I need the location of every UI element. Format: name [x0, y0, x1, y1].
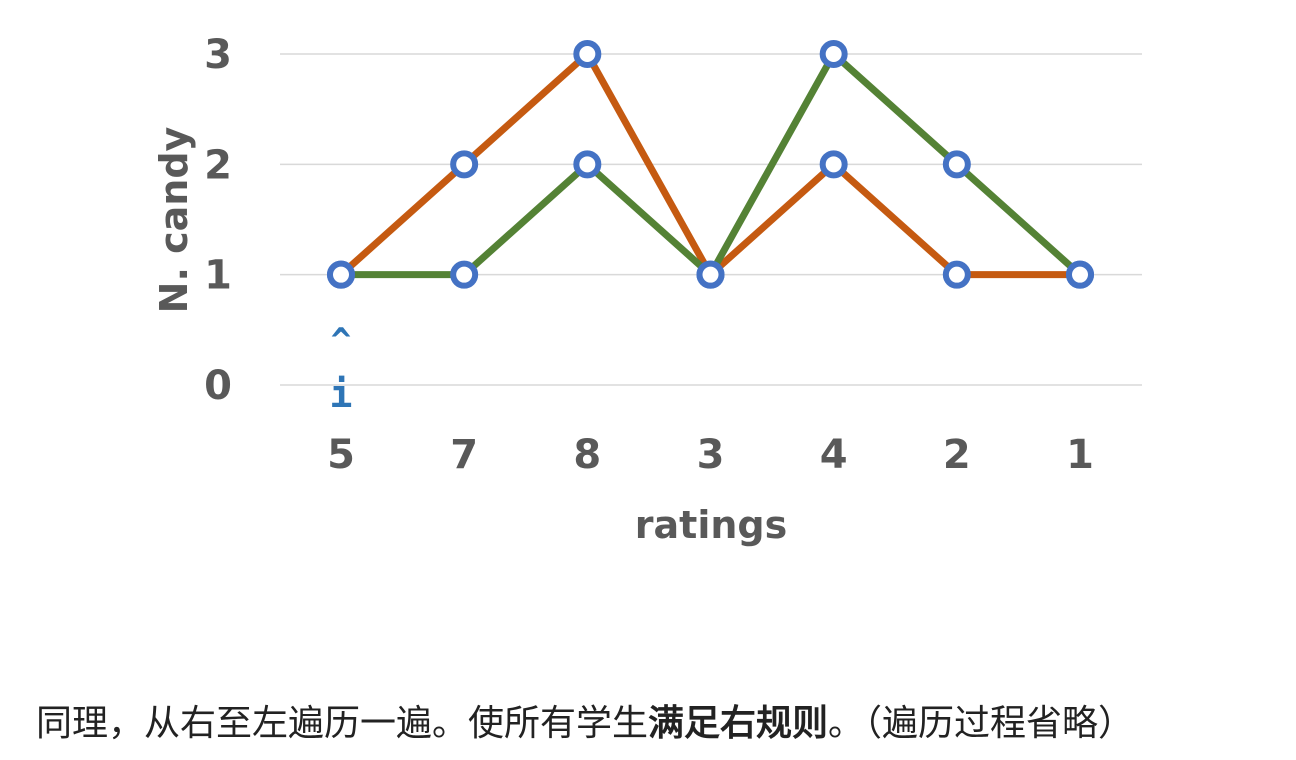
- x-tick-label: 1: [1066, 432, 1094, 478]
- caption-prefix: 同理，从右至左遍历一遍。使所有学生: [36, 703, 649, 744]
- data-point: [1066, 260, 1094, 289]
- x-axis-ticks: 5 7 8 3 4 2 1: [327, 432, 1094, 478]
- x-tick-label: 5: [327, 432, 355, 478]
- y-tick-label: 1: [204, 253, 232, 299]
- data-point: [450, 150, 479, 179]
- pointer-label: i: [330, 372, 353, 416]
- pointer-caret: ^: [331, 321, 351, 361]
- data-point: [450, 260, 479, 289]
- data-point: [819, 40, 848, 68]
- caption-suffix: 。（遍历过程省略）: [828, 703, 1135, 744]
- data-point: [942, 260, 971, 289]
- caption: 同理，从右至左遍历一遍。使所有学生满足右规则。（遍历过程省略）: [36, 694, 1134, 746]
- y-tick-label: 0: [204, 363, 232, 409]
- data-point: [819, 150, 848, 179]
- data-point: [942, 150, 971, 179]
- data-point: [573, 150, 602, 179]
- x-tick-label: 2: [943, 432, 971, 478]
- y-axis-ticks: 0 1 2 3: [204, 32, 232, 409]
- data-point: [327, 260, 355, 289]
- series-markers: [327, 40, 1094, 289]
- x-tick-label: 4: [820, 432, 848, 478]
- caption-bold: 满足右规则: [648, 703, 829, 744]
- line-chart: 0 1 2 3 5 7 8 3 4 2 1 ratings N. candy ^ i: [152, 32, 1142, 547]
- y-axis-title: N. candy: [152, 126, 196, 313]
- x-tick-label: 8: [573, 432, 601, 478]
- x-tick-label: 7: [450, 432, 478, 478]
- y-tick-label: 3: [204, 32, 232, 78]
- data-point: [696, 260, 725, 289]
- y-tick-label: 2: [204, 142, 232, 188]
- gridlines: [280, 53, 1142, 386]
- x-tick-label: 3: [697, 432, 725, 478]
- x-axis-title: ratings: [635, 503, 787, 547]
- data-point: [573, 40, 602, 68]
